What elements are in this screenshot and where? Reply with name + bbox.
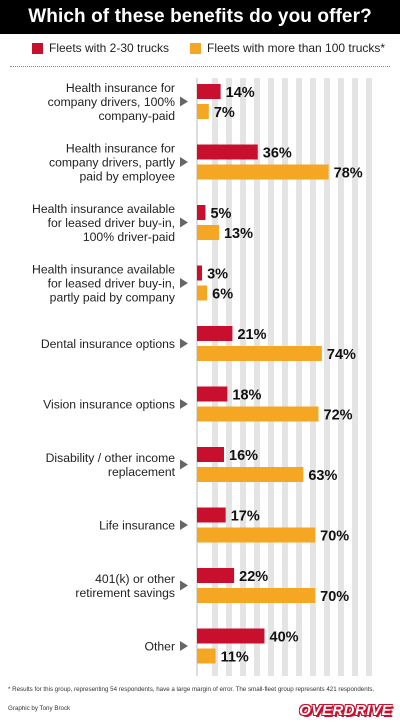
legend-label-large: Fleets with more than 100 trucks* (207, 41, 386, 55)
bar-large-fleets (197, 467, 304, 482)
category-arrow-icon (180, 217, 188, 228)
bar-large-fleets (197, 346, 322, 361)
data-label: 36% (263, 146, 292, 162)
legend-swatch-small (32, 42, 43, 54)
category-label: Health insurance for company drivers, 100… (48, 81, 176, 123)
bar-large-fleets (197, 648, 216, 664)
data-label: 22% (239, 569, 268, 585)
category-arrow-icon (180, 278, 188, 288)
overdrive-logo: OVERDRIVE (299, 700, 392, 720)
category-arrow-icon (180, 338, 188, 349)
data-label: 5% (210, 206, 231, 222)
data-label: 14% (226, 85, 255, 101)
bar-large-fleets (197, 225, 219, 240)
bar-large-fleets (197, 588, 316, 603)
data-label: 18% (232, 388, 261, 404)
category-label: Disability / other income replacement (46, 451, 176, 479)
data-label: 70% (320, 529, 349, 545)
category-arrow-icon (180, 641, 188, 651)
bar-large-fleets (197, 527, 316, 543)
bar-small-fleets (197, 447, 224, 462)
data-label: 70% (320, 589, 349, 605)
data-label: 13% (224, 226, 253, 242)
category-arrow-icon (180, 157, 188, 167)
category-label: Health insurance available for leased dri… (32, 263, 176, 305)
data-label: 6% (212, 287, 233, 303)
category-label: Health insurance for company drivers, par… (49, 142, 176, 184)
chart-header: Which of these benefits do you offer? (0, 0, 400, 34)
bar-small-fleets (197, 507, 226, 523)
bar-small-fleets (197, 386, 228, 402)
bar-large-fleets (197, 164, 329, 180)
data-label: 40% (270, 630, 299, 646)
data-label: 3% (207, 267, 228, 283)
legend-item-large-fleets: Fleets with more than 100 trucks* (190, 41, 385, 55)
data-label: 21% (237, 327, 266, 343)
bar-large-fleets (197, 406, 319, 422)
data-label: 78% (334, 166, 363, 182)
bar-small-fleets (197, 326, 233, 341)
legend-label-small: Fleets with 2-30 trucks (49, 41, 170, 55)
category-label: Health insurance available for leased dri… (32, 202, 175, 244)
bar-large-fleets (197, 104, 209, 119)
data-label: 16% (229, 448, 258, 464)
data-label: 74% (327, 347, 356, 363)
data-label: 7% (214, 105, 235, 121)
category-arrow-icon (180, 520, 188, 530)
bar-small-fleets (197, 265, 203, 281)
data-label: 11% (221, 650, 249, 666)
category-arrow-icon (180, 580, 188, 591)
category-label: Other (145, 640, 175, 654)
legend: Fleets with 2-30 trucks Fleets with more… (0, 41, 400, 59)
bar-small-fleets (197, 205, 206, 220)
data-label: 17% (231, 509, 260, 525)
bar-small-fleets (197, 144, 258, 160)
legend-divider (10, 66, 390, 67)
category-arrow-icon (180, 399, 188, 409)
data-label: 72% (324, 408, 353, 424)
footnote: * Results for this group, representing 5… (8, 686, 375, 693)
overdrive-logo-text: OVERDRIVE (299, 701, 392, 719)
legend-item-small-fleets: Fleets with 2-30 trucks (32, 41, 169, 55)
bar-small-fleets (197, 84, 221, 99)
data-label: 63% (308, 468, 337, 484)
category-label: 401(k) or other retirement savings (75, 572, 175, 600)
category-label: Life insurance (99, 519, 175, 533)
category-arrow-icon (180, 459, 188, 470)
chart-title: Which of these benefits do you offer? (28, 6, 372, 27)
category-label: Dental insurance options (41, 337, 175, 351)
bar-small-fleets (197, 568, 235, 583)
graphic-credit: Graphic by Tony Brock (8, 705, 71, 712)
category-label: Vision insurance options (43, 398, 175, 412)
bar-small-fleets (197, 628, 265, 644)
legend-swatch-large (190, 42, 201, 54)
bar-large-fleets (197, 285, 208, 301)
category-arrow-icon (180, 96, 188, 107)
